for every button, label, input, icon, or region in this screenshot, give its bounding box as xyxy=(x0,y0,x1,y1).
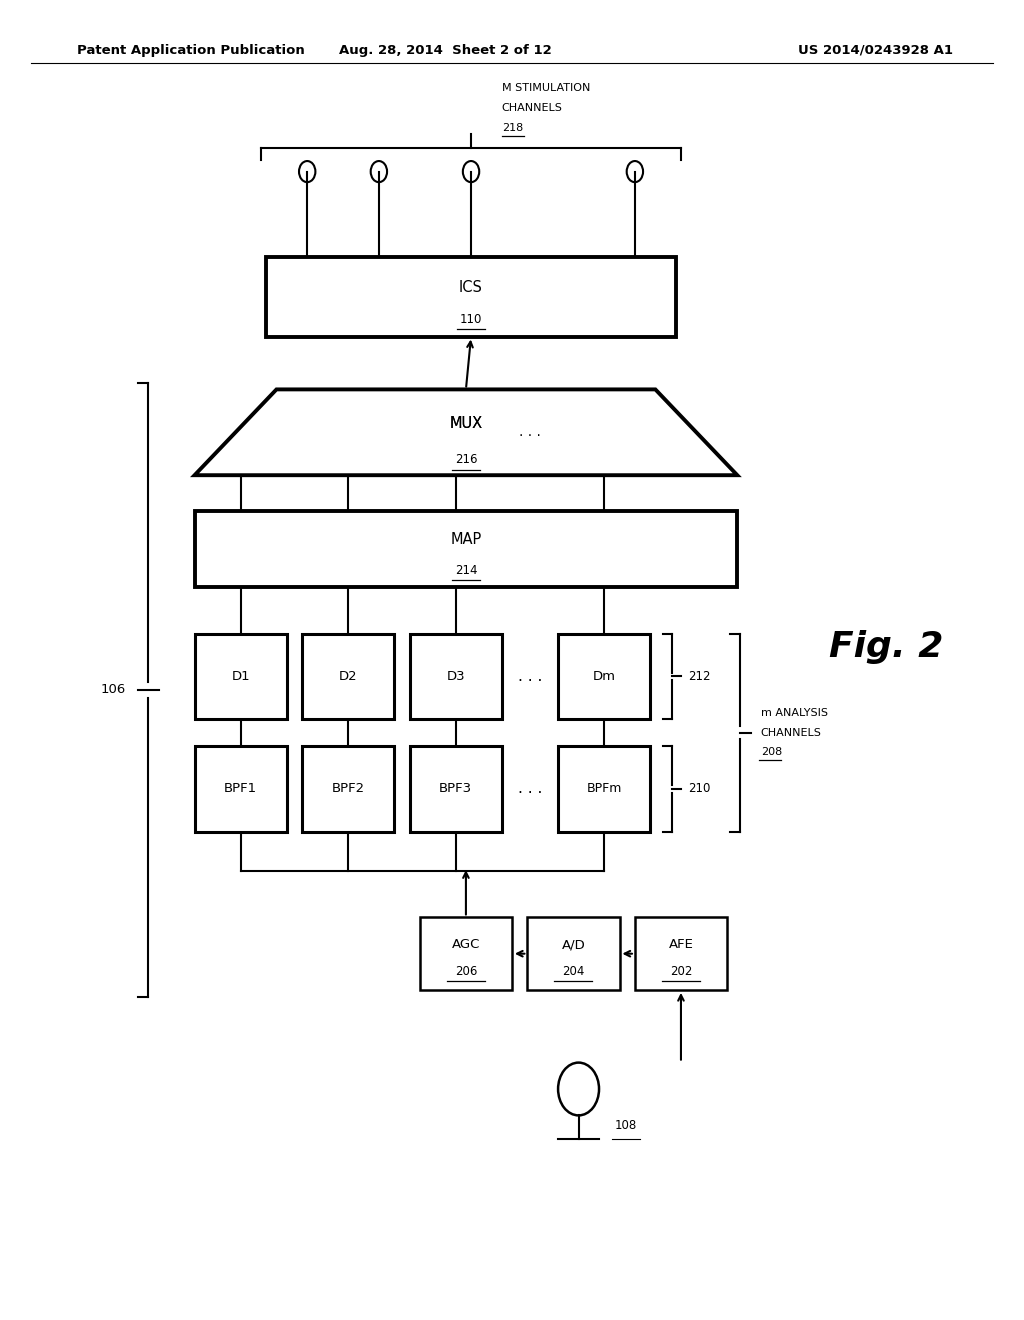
FancyBboxPatch shape xyxy=(266,257,676,337)
FancyBboxPatch shape xyxy=(302,746,394,832)
FancyBboxPatch shape xyxy=(410,746,502,832)
Text: . . .: . . . xyxy=(519,425,541,440)
Text: m ANALYSIS: m ANALYSIS xyxy=(761,708,827,718)
Text: AGC: AGC xyxy=(452,939,480,952)
FancyBboxPatch shape xyxy=(527,917,620,990)
Text: Patent Application Publication: Patent Application Publication xyxy=(77,44,304,57)
Text: MUX: MUX xyxy=(450,416,482,432)
FancyBboxPatch shape xyxy=(410,634,502,719)
FancyBboxPatch shape xyxy=(195,511,737,587)
Text: Dm: Dm xyxy=(593,671,615,682)
Text: 216: 216 xyxy=(455,453,477,466)
Text: BPF3: BPF3 xyxy=(439,783,472,795)
Text: 206: 206 xyxy=(455,965,477,978)
Text: 214: 214 xyxy=(455,564,477,577)
Text: Aug. 28, 2014  Sheet 2 of 12: Aug. 28, 2014 Sheet 2 of 12 xyxy=(339,44,552,57)
Text: MUX: MUX xyxy=(450,416,482,432)
Text: D1: D1 xyxy=(231,671,250,682)
Text: CHANNELS: CHANNELS xyxy=(502,103,562,114)
Text: MAP: MAP xyxy=(451,532,481,548)
FancyBboxPatch shape xyxy=(302,634,394,719)
FancyBboxPatch shape xyxy=(420,917,512,990)
Text: 204: 204 xyxy=(562,965,585,978)
Text: M STIMULATION: M STIMULATION xyxy=(502,83,590,94)
FancyBboxPatch shape xyxy=(195,634,287,719)
Text: 106: 106 xyxy=(100,684,126,696)
Polygon shape xyxy=(195,389,737,475)
Text: D2: D2 xyxy=(339,671,357,682)
Text: CHANNELS: CHANNELS xyxy=(761,727,821,738)
FancyBboxPatch shape xyxy=(558,746,650,832)
Text: 110: 110 xyxy=(460,313,482,326)
Text: 218: 218 xyxy=(502,123,523,133)
Text: 202: 202 xyxy=(670,965,692,978)
Text: US 2014/0243928 A1: US 2014/0243928 A1 xyxy=(798,44,953,57)
Text: . . .: . . . xyxy=(518,781,542,796)
Text: AFE: AFE xyxy=(669,939,693,952)
FancyBboxPatch shape xyxy=(558,634,650,719)
FancyBboxPatch shape xyxy=(195,746,287,832)
Text: D3: D3 xyxy=(446,671,465,682)
FancyBboxPatch shape xyxy=(635,917,727,990)
Text: Fig. 2: Fig. 2 xyxy=(828,630,943,664)
Text: A/D: A/D xyxy=(561,939,586,952)
Text: 210: 210 xyxy=(688,783,711,795)
Text: . . .: . . . xyxy=(518,669,542,684)
Text: BPFm: BPFm xyxy=(587,783,622,795)
Text: BPF1: BPF1 xyxy=(224,783,257,795)
Text: BPF2: BPF2 xyxy=(332,783,365,795)
Text: 108: 108 xyxy=(614,1119,637,1133)
Text: 208: 208 xyxy=(761,747,782,758)
Text: ICS: ICS xyxy=(459,280,483,294)
Text: 212: 212 xyxy=(688,671,711,682)
